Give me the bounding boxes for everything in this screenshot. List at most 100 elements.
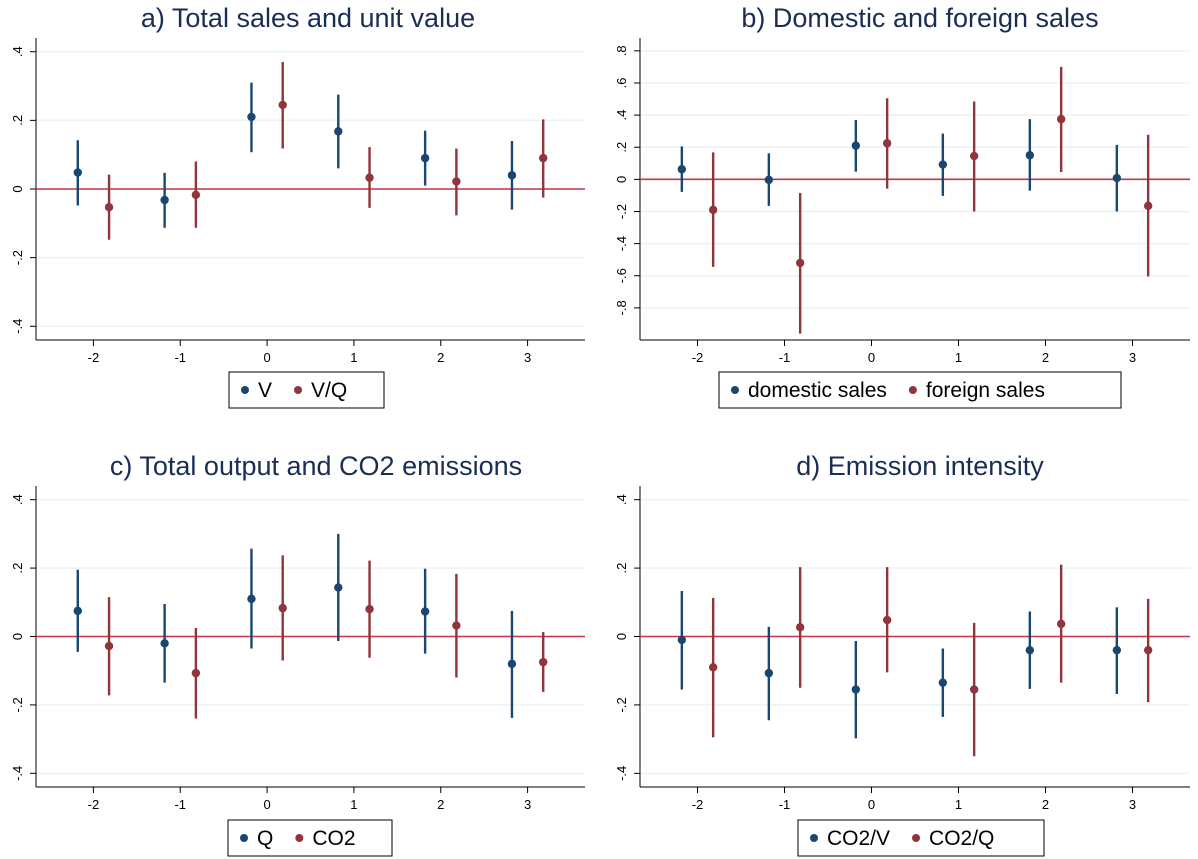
y-tick-label: .4 bbox=[614, 494, 629, 505]
panel-title: b) Domestic and foreign sales bbox=[741, 3, 1098, 33]
panel-title: c) Total output and CO2 emissions bbox=[110, 451, 522, 481]
legend-label: CO2/Q bbox=[929, 827, 994, 850]
point-estimate bbox=[1143, 645, 1153, 655]
x-tick-label: 2 bbox=[1042, 797, 1049, 812]
y-tick-label: -.4 bbox=[614, 236, 629, 251]
point-estimate bbox=[334, 127, 343, 136]
x-tick-label: 3 bbox=[1129, 797, 1136, 812]
point-estimate bbox=[420, 607, 430, 616]
x-tick-label: 1 bbox=[350, 797, 357, 812]
x-tick-label: -1 bbox=[779, 797, 791, 812]
y-tick-label: 0 bbox=[614, 176, 629, 183]
y-tick-label: .2 bbox=[10, 563, 25, 574]
series-1 bbox=[677, 591, 1122, 739]
y-tick-label: 0 bbox=[614, 633, 629, 640]
y-tick-label: .2 bbox=[614, 563, 629, 574]
legend-marker bbox=[241, 386, 249, 394]
x-tick-label: -1 bbox=[174, 350, 186, 365]
point-estimate bbox=[1112, 645, 1122, 655]
point-estimate bbox=[365, 173, 374, 182]
legend-marker bbox=[810, 834, 818, 842]
x-tick-label: 1 bbox=[955, 797, 962, 812]
point-estimate bbox=[104, 202, 114, 212]
x-tick-label: 0 bbox=[868, 797, 875, 812]
legend-label: Q bbox=[257, 827, 273, 850]
y-tick-label: 0 bbox=[10, 185, 25, 192]
point-estimate bbox=[677, 635, 687, 645]
point-estimate bbox=[851, 685, 861, 694]
series-2 bbox=[104, 555, 548, 719]
point-estimate bbox=[539, 657, 548, 667]
point-estimate bbox=[191, 668, 201, 678]
x-tick-label: 0 bbox=[263, 797, 270, 812]
point-estimate bbox=[507, 171, 517, 180]
point-estimate bbox=[507, 659, 517, 669]
y-tick-label: -.2 bbox=[614, 204, 629, 219]
y-tick-label: .4 bbox=[10, 46, 25, 57]
point-estimate bbox=[1025, 151, 1035, 160]
x-tick-label: -2 bbox=[692, 797, 704, 812]
legend-marker bbox=[295, 834, 304, 842]
y-tick-label: -.4 bbox=[10, 319, 25, 334]
point-estimate bbox=[969, 685, 979, 694]
point-estimate bbox=[708, 205, 718, 215]
y-tick-label: -.6 bbox=[614, 268, 629, 283]
x-tick-label: -2 bbox=[88, 350, 100, 365]
point-estimate bbox=[938, 678, 948, 687]
x-tick-label: -2 bbox=[88, 797, 100, 812]
legend-marker bbox=[294, 386, 303, 394]
legend-label: V/Q bbox=[311, 379, 347, 402]
series-1 bbox=[677, 119, 1122, 212]
point-estimate bbox=[1056, 114, 1066, 124]
point-estimate bbox=[882, 615, 892, 625]
point-estimate bbox=[334, 583, 343, 592]
point-estimate bbox=[1112, 173, 1122, 183]
panel-3: c) Total output and CO2 emissions -.4 -.2 0… bbox=[10, 451, 585, 857]
x-tick-label: -2 bbox=[692, 350, 704, 365]
point-estimate bbox=[1143, 201, 1153, 211]
point-estimate bbox=[160, 195, 169, 205]
legend-box bbox=[797, 819, 1045, 857]
x-tick-label: 1 bbox=[955, 350, 962, 365]
legend: V V/Q bbox=[228, 371, 385, 409]
point-estimate bbox=[539, 153, 548, 163]
y-tick-label: -.2 bbox=[10, 250, 25, 265]
y-tick-label: -.4 bbox=[614, 766, 629, 781]
y-tick-label: -.8 bbox=[614, 300, 629, 315]
y-tick-label: .8 bbox=[614, 45, 629, 56]
panel-2: b) Domestic and foreign sales -.8 -.6 -.4 -.… bbox=[614, 3, 1190, 409]
point-estimate bbox=[452, 177, 461, 186]
x-tick-label: 2 bbox=[1042, 350, 1049, 365]
panel-1: a) Total sales and unit value -.4 -.2 0 .2 .4… bbox=[10, 3, 585, 409]
point-estimate bbox=[882, 139, 892, 148]
panel-4: d) Emission intensity -.4 -.2 0 .2 .4 -2 -1 0 1 2 3… bbox=[614, 451, 1190, 857]
point-estimate bbox=[1056, 619, 1066, 629]
legend-box bbox=[227, 819, 393, 857]
y-tick-label: .2 bbox=[10, 115, 25, 126]
legend-box bbox=[228, 371, 385, 409]
y-tick-label: .4 bbox=[10, 494, 25, 505]
legend-label: CO2 bbox=[312, 827, 355, 850]
y-tick-label: -.2 bbox=[614, 697, 629, 712]
x-tick-label: 1 bbox=[350, 350, 357, 365]
x-tick-label: 3 bbox=[524, 350, 531, 365]
legend: Q CO2 bbox=[227, 819, 393, 857]
point-estimate bbox=[247, 594, 256, 604]
legend-marker bbox=[912, 834, 921, 842]
point-estimate bbox=[247, 112, 256, 122]
point-estimate bbox=[795, 623, 805, 632]
x-tick-label: 2 bbox=[437, 350, 444, 365]
point-estimate bbox=[73, 606, 82, 616]
series-2 bbox=[708, 564, 1153, 757]
x-tick-label: 0 bbox=[868, 350, 875, 365]
point-estimate bbox=[938, 160, 948, 169]
legend-marker bbox=[908, 386, 917, 394]
point-estimate bbox=[969, 151, 979, 161]
legend-label: CO2/V bbox=[827, 827, 890, 850]
x-tick-label: -1 bbox=[779, 350, 791, 365]
legend-box bbox=[718, 371, 1122, 409]
series-2 bbox=[104, 62, 548, 240]
point-estimate bbox=[795, 258, 805, 268]
legend-marker bbox=[240, 834, 248, 842]
